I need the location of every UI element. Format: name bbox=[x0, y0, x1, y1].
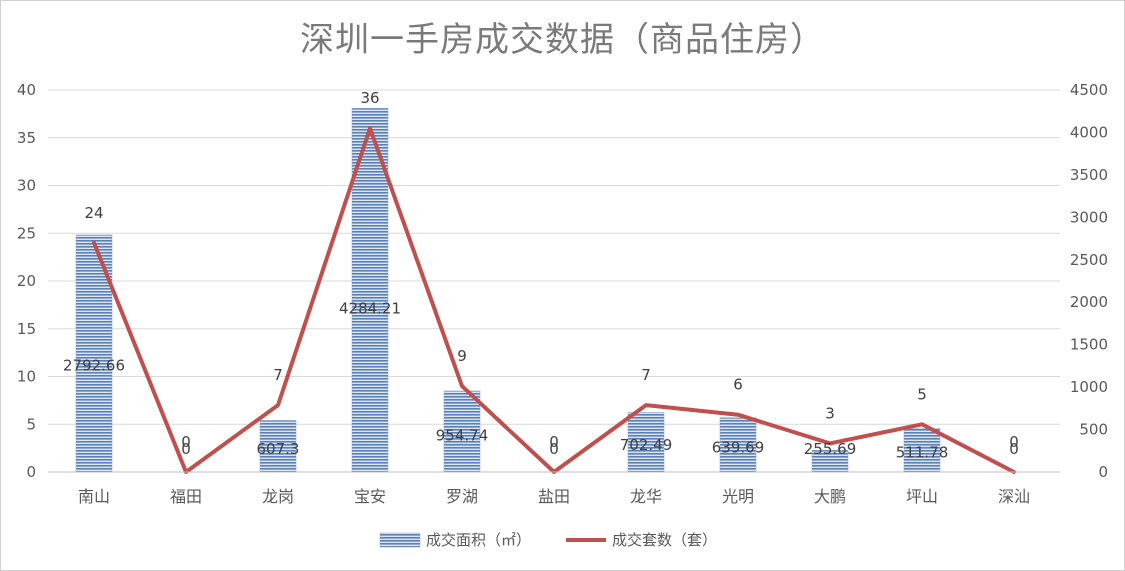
right-axis-tick-label: 0 bbox=[1098, 463, 1108, 481]
category-label: 大鹏 bbox=[814, 487, 846, 506]
line-data-label: 0 bbox=[1009, 433, 1019, 451]
right-axis-tick-label: 1000 bbox=[1070, 378, 1108, 396]
left-axis-tick-label: 0 bbox=[26, 463, 36, 481]
right-axis-tick-label: 4000 bbox=[1070, 123, 1108, 141]
legend-line-label: 成交套数（套） bbox=[612, 531, 717, 549]
category-label: 深汕 bbox=[998, 487, 1030, 506]
bar bbox=[903, 428, 941, 473]
right-axis-tick-label: 3000 bbox=[1070, 208, 1108, 226]
bar-data-label: 639.69 bbox=[712, 439, 765, 457]
line-data-label: 24 bbox=[84, 204, 103, 222]
category-label: 福田 bbox=[170, 487, 202, 506]
category-label: 坪山 bbox=[906, 487, 938, 506]
left-axis-tick-label: 25 bbox=[17, 224, 36, 242]
left-axis-tick-label: 40 bbox=[17, 81, 36, 99]
left-axis-tick-label: 20 bbox=[17, 272, 36, 290]
bar-data-label: 607.3 bbox=[257, 440, 300, 458]
line-point bbox=[368, 126, 372, 130]
count-series-line bbox=[92, 126, 1016, 474]
category-label: 龙华 bbox=[630, 487, 662, 506]
bar bbox=[719, 417, 757, 473]
line-point bbox=[920, 422, 924, 426]
line-data-label: 9 bbox=[457, 347, 467, 365]
line-point bbox=[276, 403, 280, 407]
bar-data-label: 0 bbox=[181, 440, 191, 458]
bar-data-label: 255.69 bbox=[804, 440, 857, 458]
bar-data-label: 511.78 bbox=[896, 443, 949, 461]
bar-data-label: 2792.66 bbox=[63, 356, 125, 374]
line-data-label: 3 bbox=[825, 404, 835, 422]
left-axis-tick-label: 35 bbox=[17, 129, 36, 147]
category-label: 龙岗 bbox=[262, 487, 294, 506]
line-data-label: 7 bbox=[273, 366, 283, 384]
right-axis-tick-label: 3500 bbox=[1070, 166, 1108, 184]
chart-title: 深圳一手房成交数据（商品住房） bbox=[300, 20, 825, 60]
left-axis-tick-label: 5 bbox=[26, 415, 36, 433]
bar-data-label: 0 bbox=[1009, 440, 1019, 458]
bar-data-label: 702.49 bbox=[620, 436, 673, 454]
line-point bbox=[460, 384, 464, 388]
left-axis-tick-label: 15 bbox=[17, 320, 36, 338]
line-data-label: 0 bbox=[181, 433, 191, 451]
left-axis-tick-label: 10 bbox=[17, 368, 36, 386]
line-point bbox=[736, 413, 740, 417]
right-axis-tick-label: 2500 bbox=[1070, 251, 1108, 269]
category-label: 罗湖 bbox=[446, 487, 478, 506]
line-data-label: 6 bbox=[733, 376, 743, 394]
legend-bar-label: 成交面积（㎡） bbox=[426, 531, 531, 549]
line-data-label: 7 bbox=[641, 366, 651, 384]
bar-data-label: 954.74 bbox=[436, 427, 489, 445]
line-point bbox=[644, 403, 648, 407]
line-data-label: 0 bbox=[549, 433, 559, 451]
right-axis-tick-label: 1500 bbox=[1070, 336, 1108, 354]
line-data-label: 36 bbox=[360, 89, 379, 107]
right-axis-tick-label: 4500 bbox=[1070, 81, 1108, 99]
left-axis-tick-label: 30 bbox=[17, 177, 36, 195]
category-label: 光明 bbox=[722, 487, 754, 506]
right-axis-tick-label: 2000 bbox=[1070, 293, 1108, 311]
bar-data-label: 0 bbox=[549, 440, 559, 458]
bar bbox=[259, 420, 297, 473]
line-point bbox=[92, 241, 96, 245]
category-label: 宝安 bbox=[354, 487, 386, 506]
right-axis-tick-label: 500 bbox=[1079, 421, 1108, 439]
category-label: 盐田 bbox=[538, 487, 570, 506]
line-data-label: 5 bbox=[917, 385, 927, 403]
line-point bbox=[828, 441, 832, 445]
bar-data-label: 4284.21 bbox=[339, 299, 401, 317]
legend-bar-swatch bbox=[379, 532, 421, 548]
category-label: 南山 bbox=[78, 487, 110, 506]
